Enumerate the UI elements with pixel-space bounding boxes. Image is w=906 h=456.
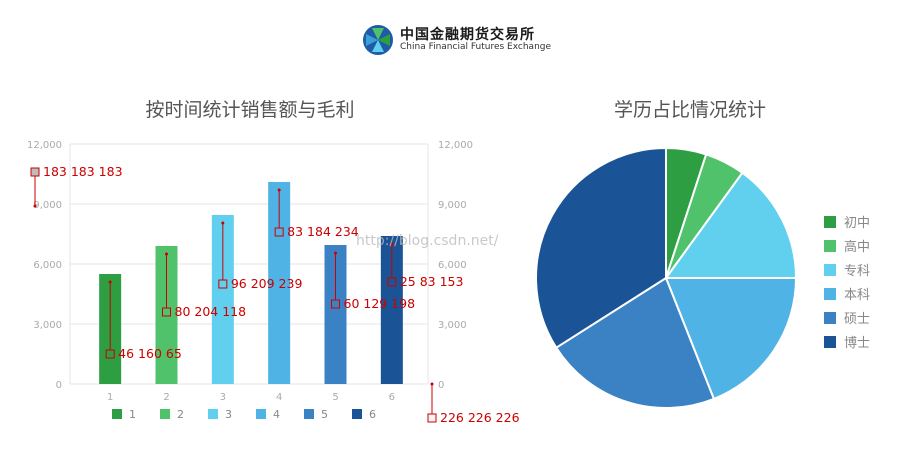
x-tick-label: 5: [332, 392, 338, 403]
pie-legend-swatch: [824, 288, 836, 300]
legend-label: 3: [225, 408, 232, 421]
pie-legend-swatch: [824, 240, 836, 252]
cffex-logo-icon: [363, 25, 393, 55]
y-tick-label-right: 6,000: [438, 260, 467, 271]
annotation-label: 46 160 65: [118, 346, 182, 361]
annotation-marker: [162, 307, 171, 317]
legend-label: 1: [129, 408, 136, 421]
pie-legend-swatch: [824, 312, 836, 324]
legend-swatch: [208, 409, 218, 419]
logo-chinese-name: 中国金融期货交易所: [400, 27, 535, 43]
bar: [211, 215, 234, 384]
legend-swatch: [160, 409, 170, 419]
legend-swatch: [304, 409, 314, 419]
bar: [268, 182, 291, 384]
legend-label: 6: [369, 408, 376, 421]
pie-slice: [664, 171, 798, 279]
legend-swatch: [352, 409, 362, 419]
pie-legend-label: 高中: [844, 239, 870, 255]
x-tick-label: 2: [163, 392, 169, 403]
pie-legend-swatch: [824, 216, 836, 228]
pie-slice: [535, 146, 667, 350]
y-tick-label: 0: [56, 380, 62, 391]
bar: [380, 236, 403, 384]
y-tick-label-right: 0: [438, 380, 444, 391]
annotation-marker: [387, 277, 397, 287]
x-tick-label: 4: [276, 392, 282, 403]
bar-chart-title: 按时间统计销售额与毛利: [145, 99, 354, 121]
pie-slice: [664, 277, 798, 401]
logo-english-name: China Financial Futures Exchange: [400, 42, 552, 52]
pie-legend-label: 硕士: [844, 312, 870, 327]
annotation-marker: [30, 167, 40, 177]
pie-legend-label: 本科: [844, 288, 870, 303]
y-tick-label: 3,000: [33, 320, 62, 331]
y-tick-label-right: 3,000: [438, 320, 467, 331]
watermark: http://blog.csdn.net/: [356, 233, 499, 249]
pie-legend-label: 专科: [844, 264, 870, 279]
pie-legend-label: 博士: [844, 336, 870, 351]
annotation-dot: [33, 204, 37, 208]
x-tick-label: 1: [107, 392, 113, 403]
y-tick-label-right: 12,000: [438, 140, 473, 151]
annotation-label: 183 183 183: [43, 164, 123, 179]
annotation-marker: [331, 299, 340, 309]
legend-swatch: [256, 409, 266, 419]
annotation-label: 226 226 226: [440, 410, 520, 425]
pie-chart-title: 学历占比情况统计: [614, 99, 766, 121]
annotation-label: 83 184 234: [287, 224, 359, 239]
annotation-label: 25 83 153: [400, 274, 464, 289]
y-tick-label: 6,000: [33, 260, 62, 271]
annotation-marker: [218, 279, 228, 289]
legend-label: 2: [177, 408, 184, 421]
bar: [324, 245, 347, 384]
legend-label: 4: [273, 408, 280, 421]
pie-legend-swatch: [824, 264, 836, 276]
x-tick-label: 3: [220, 392, 226, 403]
pie-legend-swatch: [824, 336, 836, 348]
pie-slice: [554, 276, 716, 409]
annotation-marker: [105, 349, 115, 359]
logo: 中国金融期货交易所 China Financial Futures Exchan…: [362, 22, 562, 58]
x-tick-label: 6: [389, 392, 395, 403]
y-tick-label-right: 9,000: [438, 200, 467, 211]
annotation-label: 80 204 118: [175, 304, 247, 319]
legend-label: 5: [321, 408, 328, 421]
annotation-label: 60 129 198: [344, 296, 416, 311]
legend-swatch: [112, 409, 122, 419]
y-tick-label: 9,000: [33, 200, 62, 211]
annotation-marker: [427, 413, 437, 423]
y-tick-label: 12,000: [27, 140, 62, 151]
annotation-label: 96 209 239: [231, 276, 303, 291]
pie-legend-label: 初中: [844, 216, 870, 231]
annotation-marker: [274, 227, 284, 237]
